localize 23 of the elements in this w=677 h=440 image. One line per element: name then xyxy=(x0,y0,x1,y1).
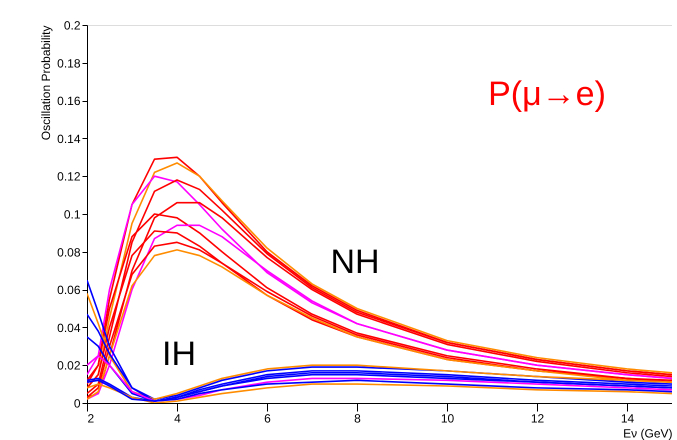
x-tick-label: 14 xyxy=(620,412,634,426)
y-tick-label: 0.14 xyxy=(57,132,81,146)
x-tick-label: 6 xyxy=(264,412,272,426)
y-tick-label: 0.16 xyxy=(57,94,81,108)
y-tick-label: 0.2 xyxy=(64,18,81,32)
y-axis-title: Oscillation Probability xyxy=(39,26,54,140)
x-tick-label: 4 xyxy=(174,412,182,426)
y-tick-label: 0.08 xyxy=(57,245,81,260)
y-tick-label: 0.02 xyxy=(57,358,81,373)
x-tick-label: 12 xyxy=(530,412,544,426)
annotation: IH xyxy=(162,335,196,373)
y-tick-label: 0.12 xyxy=(57,170,81,184)
annotation: P(μ→e) xyxy=(488,75,606,113)
x-tick-label: 2 xyxy=(88,412,94,426)
x-tick-label: 10 xyxy=(440,412,454,426)
y-tick-label: 0.1 xyxy=(64,208,81,222)
x-tick-label: 8 xyxy=(354,412,362,426)
y-tick-label: 0.18 xyxy=(57,56,81,70)
y-tick-label: 0 xyxy=(74,396,81,410)
y-tick-label: 0.04 xyxy=(57,320,81,335)
x-axis-title: Eν (GeV) xyxy=(623,426,672,440)
y-tick-label: 0.06 xyxy=(57,283,81,298)
annotation: NH xyxy=(330,243,380,281)
